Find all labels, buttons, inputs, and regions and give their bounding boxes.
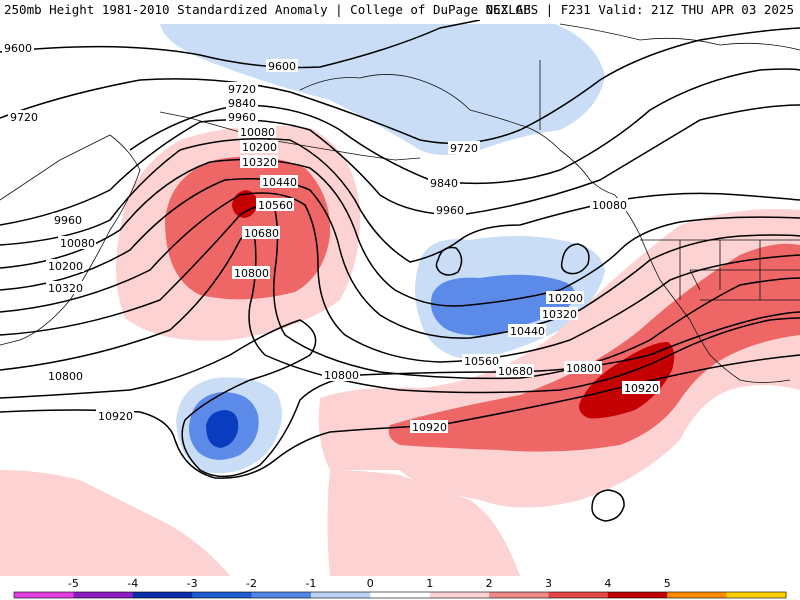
contour-label: 10680 [498, 365, 533, 378]
contour-label: 9960 [436, 204, 464, 217]
colorbar-tick-label: 4 [604, 577, 611, 590]
colorbar-tick-label: 0 [367, 577, 374, 590]
contour-label: 9720 [10, 111, 38, 124]
contour-10440 [0, 192, 800, 363]
colorbar-outline [13, 591, 787, 599]
contour-labels: 9600 9600 9720 9720 9720 9840 9840 9960 … [2, 41, 660, 434]
colorbar-tick-label: -4 [127, 577, 138, 590]
colorbar: -5 -4 -3 -2 -1 0 1 2 3 4 5 [13, 577, 787, 599]
model-run-info: 06Z GFS | F231 Valid: 21Z THU APR 03 202… [485, 2, 794, 17]
colorbar-segment [192, 592, 253, 598]
colorbar-segment [132, 592, 193, 598]
contour-label: 9960 [54, 214, 82, 227]
contour-10320-closed [435, 246, 463, 276]
contour-label: 10680 [244, 227, 279, 240]
contour-10920 [0, 354, 800, 479]
contour-9960 [0, 104, 800, 226]
colorbar-segment [14, 592, 74, 598]
negative-anomaly-alaska [160, 24, 605, 155]
contour-label: 10320 [542, 308, 577, 321]
colorbar-segment [73, 592, 134, 598]
colorbar-tick-label: -1 [305, 577, 316, 590]
contour-label: 10800 [234, 267, 269, 280]
colorbar-tick-label: 2 [486, 577, 493, 590]
contour-label: 10200 [48, 260, 83, 273]
contour-label: 10320 [48, 282, 83, 295]
contour-label: 10800 [566, 362, 601, 375]
height-contours [0, 20, 800, 522]
contour-label: 10200 [242, 141, 277, 154]
colorbar-segment [489, 592, 549, 598]
contour-10800 [0, 311, 800, 478]
contour-10920-closed [591, 489, 625, 522]
positive-anomaly-band-low [0, 470, 230, 576]
colorbar-segment [310, 592, 371, 598]
positive-anomaly-ridge-core [232, 190, 258, 218]
contour-label: 10800 [324, 369, 359, 382]
negative-anomaly-low-core [206, 410, 239, 448]
contour-label: 10080 [592, 199, 627, 212]
positive-anomaly-band-lower [327, 470, 520, 576]
colorbar-segment [370, 592, 431, 598]
contour-10560 [0, 205, 800, 380]
colorbar-tick-label: -2 [246, 577, 257, 590]
colorbar-tick-label: 5 [664, 577, 671, 590]
contour-10080 [0, 138, 800, 263]
asia-coast [0, 134, 141, 346]
colorbar-tick-label: -3 [187, 577, 198, 590]
positive-anomaly-band-mid [388, 243, 800, 452]
contour-10680 [0, 233, 800, 394]
contour-label: 10920 [412, 421, 447, 434]
colorbar-segment [548, 592, 609, 598]
contour-label: 10800 [48, 370, 83, 383]
contour-label: 10440 [262, 176, 297, 189]
colorbar-segment [726, 592, 787, 598]
contour-label: 10920 [624, 382, 659, 395]
contour-label: 9720 [228, 83, 256, 96]
colorbar-segment [667, 592, 728, 598]
contour-label: 10320 [242, 156, 277, 169]
contour-label: 10080 [240, 126, 275, 139]
map-title: 250mb Height 1981-2010 Standardized Anom… [4, 2, 531, 17]
contour-label: 9600 [4, 42, 32, 55]
contour-label: 9840 [430, 177, 458, 190]
contour-10320 [0, 178, 800, 339]
contour-label: 9840 [228, 97, 256, 110]
colorbar-tick-label: 1 [426, 577, 433, 590]
colorbar-tick-label: -5 [68, 577, 79, 590]
positive-anomaly-band-core [579, 342, 675, 419]
colorbar-segment [429, 592, 490, 598]
colorbar-segment [607, 592, 668, 598]
contour-10200 [0, 158, 800, 307]
colorbar-tick-label: 3 [545, 577, 552, 590]
contour-label: 10080 [60, 237, 95, 250]
contour-label: 10200 [548, 292, 583, 305]
contour-10200-closed [560, 243, 590, 275]
negative-anomaly-trough-inner [430, 274, 575, 336]
arctic-coast [559, 23, 800, 51]
contour-label: 9600 [268, 60, 296, 73]
contour-9720 [0, 27, 800, 145]
contour-label: 10560 [464, 355, 499, 368]
anomaly-map: 9600 9600 9720 9720 9720 9840 9840 9960 … [0, 20, 800, 576]
alaska-coast [299, 74, 616, 196]
contour-label: 10560 [258, 199, 293, 212]
contour-label: 9720 [450, 142, 478, 155]
colorbar-segment [251, 592, 312, 598]
contour-label: 10920 [98, 410, 133, 423]
contour-label: 10440 [510, 325, 545, 338]
contour-label: 9960 [228, 111, 256, 124]
